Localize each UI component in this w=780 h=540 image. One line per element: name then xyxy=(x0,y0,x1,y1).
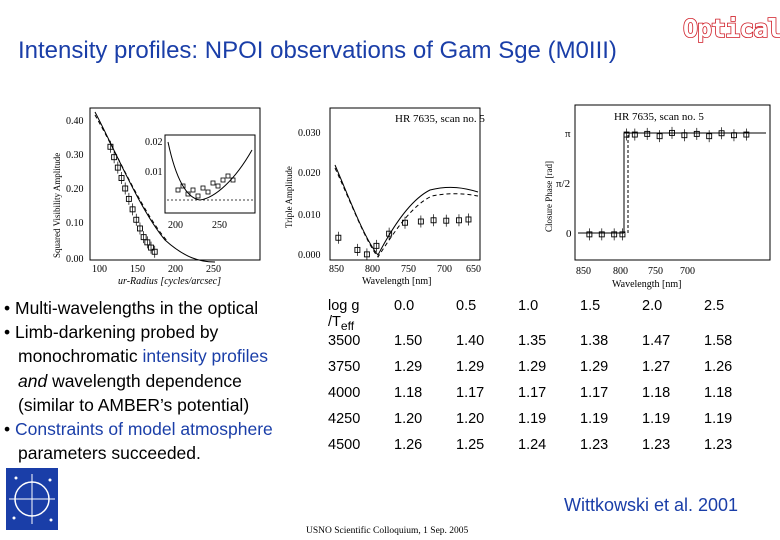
x-tick: 700 xyxy=(437,264,452,275)
x-tick: 100 xyxy=(92,264,107,275)
inset-xtick: 250 xyxy=(212,220,227,231)
y-axis-label: Squared Visibility Amplitude xyxy=(52,153,62,258)
x-tick: 650 xyxy=(466,264,481,275)
table-row: 4250 1.20 1.20 1.19 1.19 1.19 1.19 xyxy=(328,410,733,427)
x-tick: 250 xyxy=(206,264,221,275)
y-tick: 0.020 xyxy=(298,168,321,179)
y-tick: 0.000 xyxy=(298,250,321,261)
y-tick: π xyxy=(565,128,571,140)
triple-model-curve-dashed xyxy=(334,167,479,258)
visibility-plot-frame xyxy=(89,107,261,261)
x-axis-label: Wavelength [nm] xyxy=(362,276,431,287)
inset-data-point xyxy=(225,173,231,179)
inset-data-point xyxy=(205,189,211,195)
inset-data-point xyxy=(185,191,191,197)
table-header-cell: 2.0 xyxy=(642,298,663,314)
inset-data-point xyxy=(230,177,236,183)
bullet-item: • Limb-darkening probed by xyxy=(4,322,219,343)
bullet-item: monochromatic intensity profiles xyxy=(18,346,268,367)
y-tick: 0.10 xyxy=(66,218,84,229)
bullet-item: and wavelength dependence xyxy=(18,370,242,391)
triple-points xyxy=(335,213,472,261)
table-header-row: log g/Teff 0.0 0.5 1.0 1.5 2.0 2.5 xyxy=(320,298,758,333)
x-tick: 800 xyxy=(613,266,628,277)
triple-amplitude-plot: HR 7635, scan no. 5 0.030 0.020 0.010 0.… xyxy=(284,107,485,287)
x-axis-label: Wavelength [nm] xyxy=(612,279,681,290)
inset-data-point xyxy=(200,185,206,191)
table-row: 4500 1.26 1.25 1.24 1.23 1.23 1.23 xyxy=(328,436,733,453)
inset-data-point xyxy=(180,183,186,189)
x-tick: 800 xyxy=(365,264,380,275)
table-header-label: log g/Teff xyxy=(328,298,360,333)
table-header-cell: 0.5 xyxy=(456,298,477,314)
x-tick: 700 xyxy=(680,266,695,277)
visibility-inset-frame xyxy=(164,134,256,214)
triple-plot-title: HR 7635, scan no. 5 xyxy=(395,113,485,125)
bullet-list: • Multi-wavelengths in the optical • Lim… xyxy=(4,296,316,465)
x-tick: 750 xyxy=(648,266,663,277)
closure-plot-frame xyxy=(574,104,771,261)
y-tick: 0.40 xyxy=(66,116,84,127)
inset-ytick: 0.01 xyxy=(145,167,163,178)
footer-text: USNO Scientific Colloquium, 1 Sep. 2005 xyxy=(306,526,469,536)
closure-plot-title: HR 7635, scan no. 5 xyxy=(614,111,704,123)
limb-darkening-table: log g/Teff 0.0 0.5 1.0 1.5 2.0 2.5 3500 … xyxy=(320,298,758,463)
x-tick: 150 xyxy=(130,264,145,275)
x-tick: 200 xyxy=(168,264,183,275)
y-axis-label: Closure Phase [rad] xyxy=(544,161,554,232)
visibility-model-curve-dashed xyxy=(94,114,169,243)
triple-plot-frame xyxy=(329,107,481,261)
figure-panels: 0.02 0.01 200 250 0.40 0.30 0.20 0.10 0.… xyxy=(52,104,771,290)
eso-logo xyxy=(6,468,58,530)
y-tick: 0.30 xyxy=(66,150,84,161)
table-header-cell: 1.5 xyxy=(580,298,601,314)
inset-data-point xyxy=(210,180,216,186)
y-tick: 0.20 xyxy=(66,184,84,195)
inset-data-point xyxy=(190,187,196,193)
table-header-cell: 0.0 xyxy=(394,298,415,314)
table-row: 4000 1.18 1.17 1.17 1.17 1.18 1.18 xyxy=(328,384,733,401)
inset-points xyxy=(175,173,236,199)
closure-points xyxy=(586,126,750,241)
inset-data-point xyxy=(215,183,221,189)
table-header-cell: 2.5 xyxy=(704,298,725,314)
table-row: 3500 1.50 1.40 1.35 1.38 1.47 1.58 xyxy=(328,332,733,349)
slide-title: Intensity profiles: NPOI observations of… xyxy=(18,37,617,64)
inset-data-point xyxy=(175,187,181,193)
bullet-item: (similar to AMBER’s potential) xyxy=(18,394,250,415)
optical-logo: Optical xyxy=(682,13,780,44)
bullet-item: parameters succeeded. xyxy=(18,443,201,464)
inset-ytick: 0.02 xyxy=(145,137,163,148)
inset-data-point xyxy=(220,177,226,183)
table-header-cell: 1.0 xyxy=(518,298,539,314)
inset-xtick: 200 xyxy=(168,220,183,231)
x-tick: 850 xyxy=(329,264,344,275)
bullet-item: • Multi-wavelengths in the optical xyxy=(4,298,259,318)
visibility-plot: 0.02 0.01 200 250 0.40 0.30 0.20 0.10 0.… xyxy=(52,107,261,287)
y-axis-label: Triple Amplitude xyxy=(284,166,294,228)
y-tick: π/2 xyxy=(556,178,570,190)
inset-data-point xyxy=(195,193,201,199)
y-tick: 0 xyxy=(566,228,572,240)
x-tick: 750 xyxy=(401,264,416,275)
x-axis-label: ur-Radius [cycles/arcsec] xyxy=(118,276,221,287)
y-tick: 0.010 xyxy=(298,210,321,221)
triple-model-curve xyxy=(334,164,479,256)
citation-credit: Wittkowski et al. 2001 xyxy=(564,495,739,515)
closure-phase-plot: HR 7635, scan no. 5 π π/2 0 850 800 750 … xyxy=(544,104,771,290)
bullet-item: • Constraints of model atmosphere xyxy=(4,419,273,440)
visibility-points xyxy=(107,140,158,258)
table-row: 3750 1.29 1.29 1.29 1.29 1.27 1.26 xyxy=(328,358,733,375)
y-tick: 0.00 xyxy=(66,254,84,265)
x-tick: 850 xyxy=(576,266,591,277)
y-tick: 0.030 xyxy=(298,128,321,139)
